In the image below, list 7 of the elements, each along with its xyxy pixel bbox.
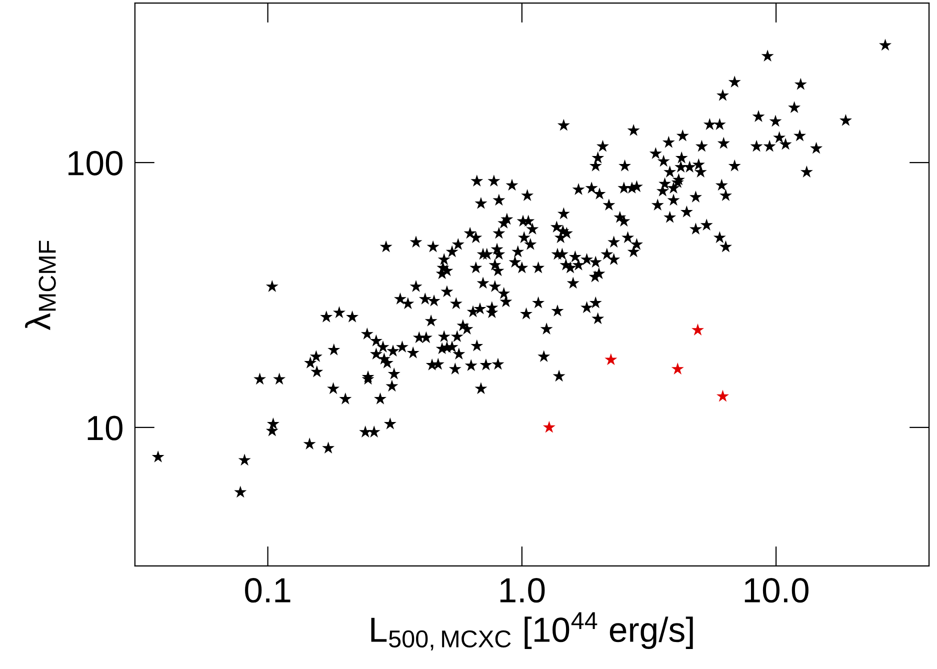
x-tick-label: 10.0 <box>744 578 808 603</box>
y-tick-label: 10 <box>88 416 122 440</box>
x-axis-title: L$_{500,MCXC}$ [10$^{44}$ erg/s] <box>371 612 693 650</box>
y-axis-title: λ$_{MCMF}$ <box>25 240 56 330</box>
x-tick-label: 1.0 <box>500 578 545 603</box>
y-tick-label: 100 <box>68 150 122 176</box>
x-tick-label: 0.1 <box>245 578 290 603</box>
